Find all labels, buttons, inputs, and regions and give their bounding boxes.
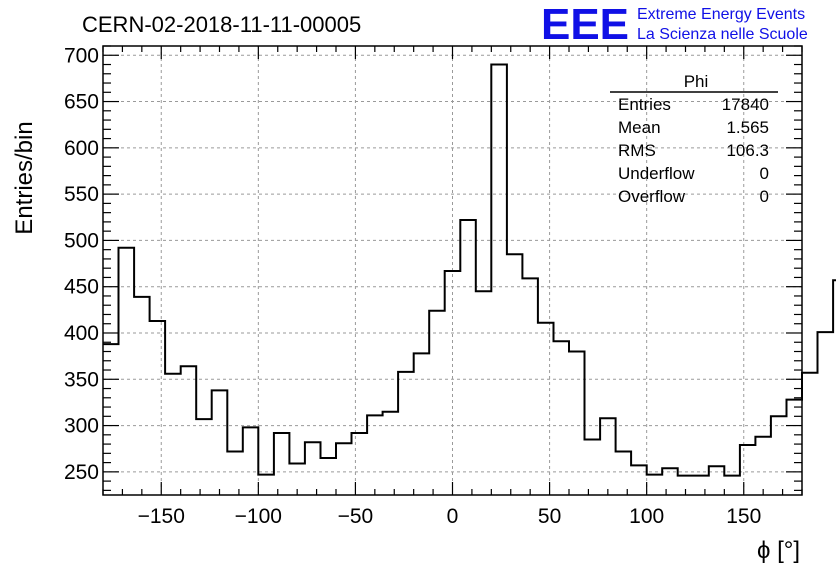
stats-label: RMS (618, 141, 656, 160)
x-axis-label: ϕ [°] (757, 537, 800, 564)
y-tick-label: 300 (64, 415, 99, 438)
y-tick-label: 500 (64, 229, 99, 252)
stats-rows: Entries 17840 Mean 1.565 RMS 106.3 Underflow 0 O… (618, 95, 769, 206)
y-tick-label: 700 (64, 44, 99, 67)
y-tick-label: 400 (64, 322, 99, 345)
y-axis-label: Entries/bin (11, 121, 38, 234)
stats-value: 0 (760, 187, 769, 206)
chart-title: CERN-02-2018-11-11-00005 (82, 12, 361, 37)
x-tick-label: 50 (538, 505, 561, 528)
x-tick-label: 150 (726, 505, 761, 528)
x-tick-label: 100 (629, 505, 664, 528)
stats-label: Mean (618, 118, 661, 137)
stats-value: 0 (760, 164, 769, 183)
stats-label: Overflow (618, 187, 686, 206)
axis-ticks (102, 45, 803, 495)
x-tick-labels: −150 −100 −50 0 50 100 150 (138, 505, 762, 528)
eee-logo-mark: EEE (541, 0, 629, 49)
y-tick-label: 650 (64, 91, 99, 114)
y-tick-label: 450 (64, 276, 99, 299)
eee-logo-line1: Extreme Energy Events (637, 6, 805, 23)
x-tick-label: 0 (447, 505, 459, 528)
y-tick-label: 250 (64, 461, 99, 484)
stats-box: Phi Entries 17840 Mean 1.565 RMS 106.3 Underfl… (610, 72, 778, 206)
y-tick-label: 350 (64, 368, 99, 391)
eee-logo-line2: La Scienza nelle Scuole (637, 26, 808, 43)
y-tick-label: 600 (64, 137, 99, 160)
stats-label: Entries (618, 95, 671, 114)
x-tick-label: −100 (235, 505, 282, 528)
stats-title: Phi (684, 72, 709, 91)
x-tick-label: −150 (138, 505, 185, 528)
stats-value: 106.3 (726, 141, 769, 160)
eee-logo: EEE Extreme Energy Events La Scienza nel… (541, 0, 808, 49)
stats-value: 1.565 (726, 118, 769, 137)
y-tick-label: 550 (64, 183, 99, 206)
histogram-series-phi (103, 63, 836, 477)
stats-label: Underflow (618, 164, 695, 183)
y-tick-labels: 250 300 350 400 450 500 550 600 650 700 (64, 44, 99, 484)
stats-value: 17840 (722, 95, 769, 114)
x-tick-label: −50 (338, 505, 374, 528)
